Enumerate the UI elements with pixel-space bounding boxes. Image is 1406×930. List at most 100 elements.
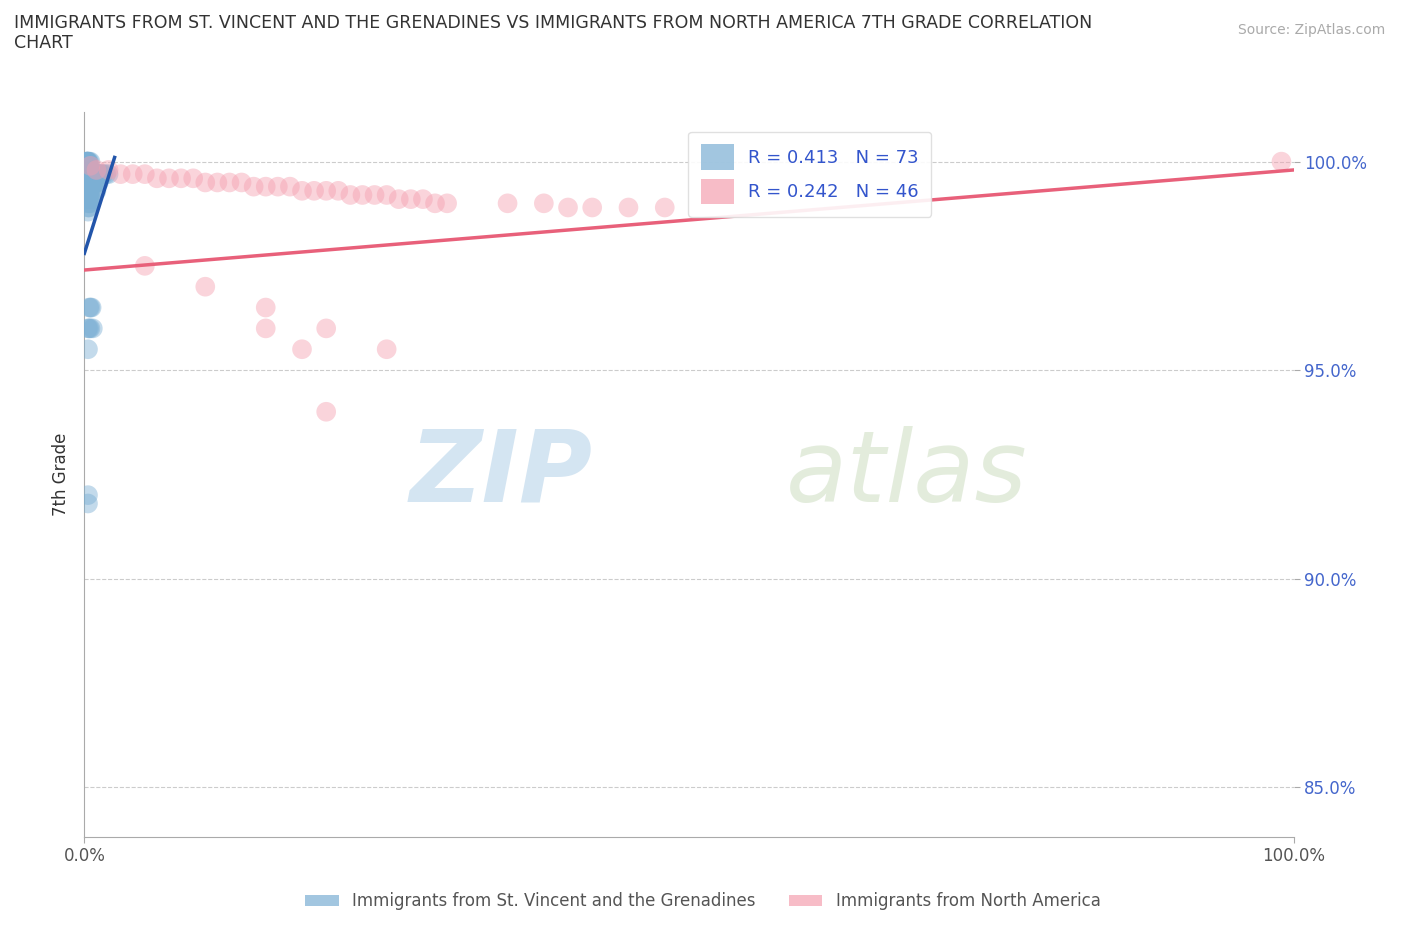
Point: [82, 183, 104, 198]
Text: CHART: CHART: [14, 34, 73, 52]
Point: [82, 321, 104, 336]
Point: [375, 342, 398, 357]
Point: [218, 175, 240, 190]
Point: [77, 166, 100, 181]
Point: [388, 192, 411, 206]
Point: [581, 200, 603, 215]
Point: [315, 321, 337, 336]
Point: [77, 179, 100, 194]
Point: [86, 175, 108, 190]
Point: [83, 166, 105, 181]
Point: [254, 300, 277, 315]
Point: [339, 188, 361, 203]
Point: [121, 166, 143, 181]
Point: [302, 183, 325, 198]
Point: [231, 175, 253, 190]
Point: [77, 154, 100, 169]
Text: Source: ZipAtlas.com: Source: ZipAtlas.com: [1237, 23, 1385, 37]
Point: [496, 196, 519, 211]
Point: [77, 342, 100, 357]
Point: [278, 179, 301, 194]
Point: [93, 166, 115, 181]
Point: [87, 175, 110, 190]
Point: [77, 200, 100, 215]
Point: [77, 205, 100, 219]
Point: [77, 154, 100, 169]
Point: [254, 179, 277, 194]
Point: [89, 166, 111, 181]
Point: [86, 163, 108, 178]
Point: [77, 179, 100, 194]
Point: [77, 300, 100, 315]
Point: [80, 192, 103, 206]
Point: [134, 166, 156, 181]
Point: [80, 166, 103, 181]
Legend: Immigrants from St. Vincent and the Grenadines, Immigrants from North America: Immigrants from St. Vincent and the Gren…: [299, 885, 1107, 917]
Point: [82, 175, 104, 190]
Text: ZIP: ZIP: [409, 426, 592, 523]
Point: [412, 192, 434, 206]
Point: [77, 183, 100, 198]
Point: [363, 188, 385, 203]
Point: [328, 183, 350, 198]
Point: [77, 154, 100, 169]
Point: [76, 154, 98, 169]
Point: [77, 171, 100, 186]
Point: [170, 171, 193, 186]
Point: [79, 300, 101, 315]
Point: [315, 183, 337, 198]
Y-axis label: 7th Grade: 7th Grade: [52, 432, 70, 516]
Point: [86, 166, 108, 181]
Point: [84, 166, 107, 181]
Point: [1270, 154, 1292, 169]
Point: [77, 183, 100, 198]
Point: [207, 175, 229, 190]
Point: [110, 166, 132, 181]
Point: [146, 171, 169, 186]
Point: [77, 166, 100, 181]
Point: [80, 300, 103, 315]
Point: [79, 183, 101, 198]
Point: [423, 196, 446, 211]
Point: [83, 175, 105, 190]
Point: [77, 196, 100, 211]
Point: [77, 321, 100, 336]
Point: [242, 179, 264, 194]
Point: [77, 171, 100, 186]
Text: IMMIGRANTS FROM ST. VINCENT AND THE GRENADINES VS IMMIGRANTS FROM NORTH AMERICA : IMMIGRANTS FROM ST. VINCENT AND THE GREN…: [14, 14, 1092, 32]
Point: [181, 171, 204, 186]
Point: [77, 166, 100, 181]
Point: [80, 163, 103, 178]
Point: [194, 279, 217, 294]
Point: [86, 166, 108, 181]
Point: [86, 183, 108, 198]
Point: [77, 163, 100, 178]
Point: [77, 188, 100, 203]
Point: [77, 154, 100, 169]
Point: [79, 196, 101, 211]
Text: atlas: atlas: [786, 426, 1028, 523]
Point: [97, 166, 120, 181]
Point: [77, 175, 100, 190]
Point: [76, 154, 98, 169]
Point: [77, 496, 100, 511]
Point: [79, 175, 101, 190]
Point: [77, 188, 100, 203]
Point: [86, 175, 108, 190]
Point: [315, 405, 337, 419]
Point: [436, 196, 458, 211]
Point: [77, 200, 100, 215]
Point: [79, 154, 101, 169]
Point: [79, 321, 101, 336]
Point: [94, 166, 117, 181]
Point: [77, 192, 100, 206]
Point: [79, 192, 101, 206]
Point: [617, 200, 640, 215]
Point: [557, 200, 579, 215]
Point: [90, 166, 112, 181]
Point: [87, 166, 110, 181]
Point: [77, 321, 100, 336]
Point: [157, 171, 180, 186]
Point: [352, 188, 374, 203]
Point: [533, 196, 555, 211]
